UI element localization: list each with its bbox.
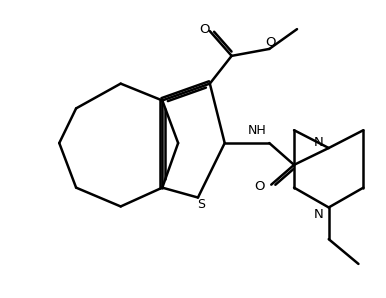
Text: N: N bbox=[314, 208, 324, 221]
Text: O: O bbox=[254, 180, 265, 193]
Text: N: N bbox=[314, 136, 324, 149]
Text: NH: NH bbox=[248, 124, 267, 137]
Text: O: O bbox=[200, 23, 210, 36]
Text: S: S bbox=[197, 198, 205, 211]
Text: O: O bbox=[265, 36, 276, 49]
